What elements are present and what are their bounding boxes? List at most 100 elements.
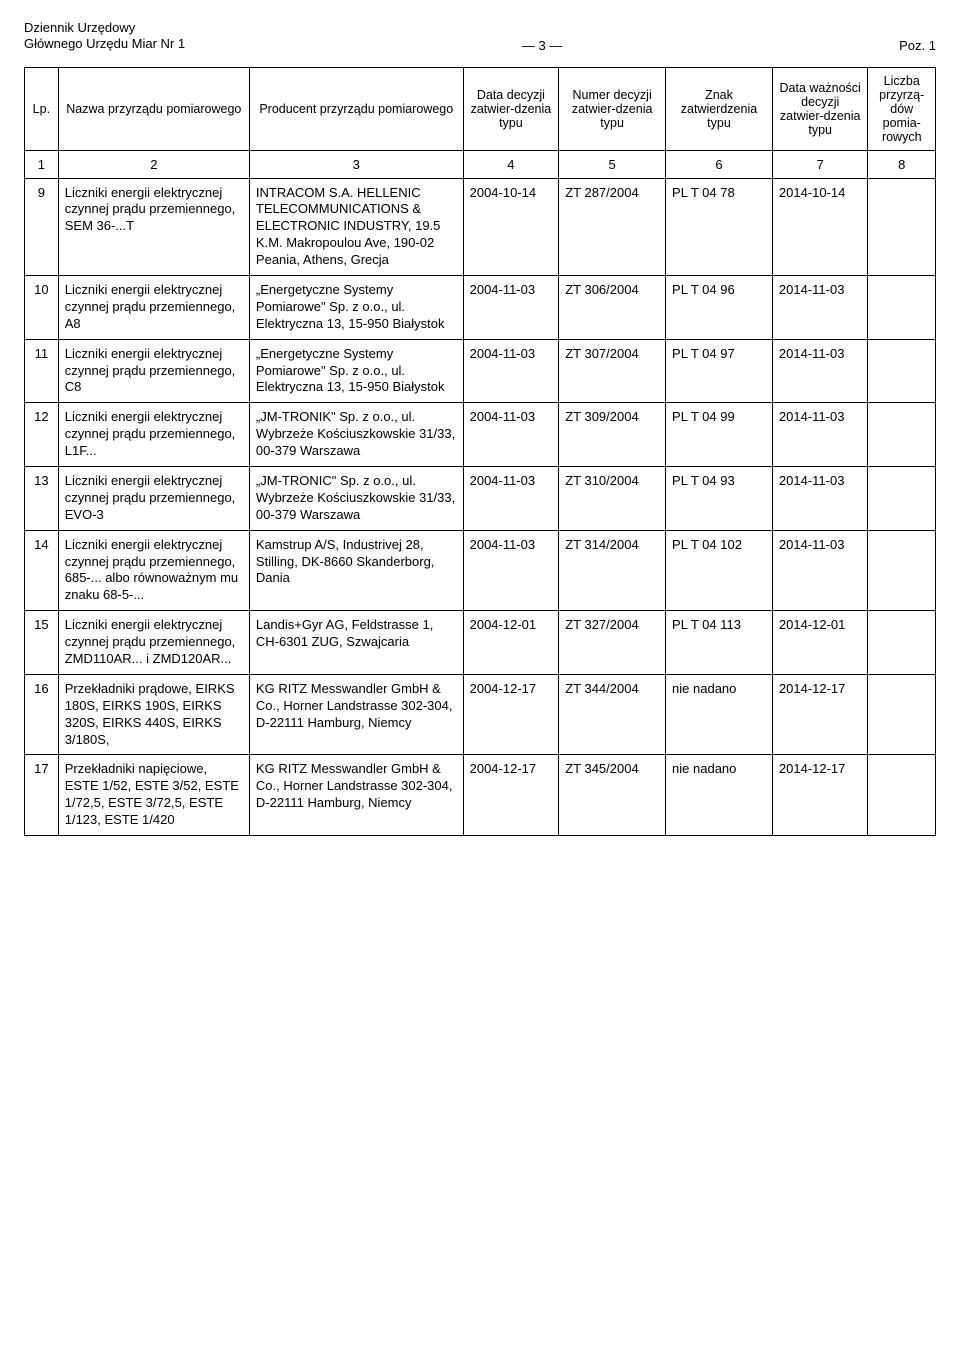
cell-producer: KG RITZ Messwandler GmbH & Co., Horner L… bbox=[249, 674, 463, 755]
table-row: 9Liczniki energii elektrycznej czynnej p… bbox=[25, 178, 936, 275]
numrow-1: 1 bbox=[25, 150, 59, 178]
page-header: Dziennik Urzędowy Głównego Urzędu Miar N… bbox=[24, 20, 936, 53]
cell-dec-date: 2004-11-03 bbox=[463, 339, 559, 403]
cell-producer: Landis+Gyr AG, Feldstrasse 1, CH-6301 ZU… bbox=[249, 611, 463, 675]
cell-valid: 2014-11-03 bbox=[772, 466, 868, 530]
header-right: Poz. 1 bbox=[899, 38, 936, 53]
table-row: 12Liczniki energii elektrycznej czynnej … bbox=[25, 403, 936, 467]
cell-count bbox=[868, 403, 936, 467]
cell-dec-num: ZT 306/2004 bbox=[559, 275, 666, 339]
cell-count bbox=[868, 466, 936, 530]
cell-name: Liczniki energii elektrycznej czynnej pr… bbox=[58, 275, 249, 339]
header-left: Dziennik Urzędowy Głównego Urzędu Miar N… bbox=[24, 20, 185, 53]
table-row: 13Liczniki energii elektrycznej czynnej … bbox=[25, 466, 936, 530]
table-row: 17Przekładniki napięciowe, ESTE 1/52, ES… bbox=[25, 755, 936, 836]
cell-name: Liczniki energii elektrycznej czynnej pr… bbox=[58, 530, 249, 611]
table-numrow: 1 2 3 4 5 6 7 8 bbox=[25, 150, 936, 178]
numrow-8: 8 bbox=[868, 150, 936, 178]
cell-dec-num: ZT 345/2004 bbox=[559, 755, 666, 836]
header-left-line1: Dziennik Urzędowy bbox=[24, 20, 185, 36]
col-valid: Data ważności decyzji zatwier-dzenia typ… bbox=[772, 67, 868, 150]
col-name: Nazwa przyrządu pomiarowego bbox=[58, 67, 249, 150]
cell-name: Liczniki energii elektrycznej czynnej pr… bbox=[58, 466, 249, 530]
table-row: 11Liczniki energii elektrycznej czynnej … bbox=[25, 339, 936, 403]
cell-valid: 2014-12-01 bbox=[772, 611, 868, 675]
cell-lp: 17 bbox=[25, 755, 59, 836]
cell-dec-date: 2004-11-03 bbox=[463, 275, 559, 339]
cell-dec-num: ZT 309/2004 bbox=[559, 403, 666, 467]
cell-lp: 9 bbox=[25, 178, 59, 275]
cell-producer: KG RITZ Messwandler GmbH & Co., Horner L… bbox=[249, 755, 463, 836]
cell-lp: 13 bbox=[25, 466, 59, 530]
cell-lp: 14 bbox=[25, 530, 59, 611]
col-producer: Producent przyrządu pomiarowego bbox=[249, 67, 463, 150]
col-dec-num: Numer decyzji zatwier-dzenia typu bbox=[559, 67, 666, 150]
cell-count bbox=[868, 178, 936, 275]
cell-znak: nie nadano bbox=[666, 674, 773, 755]
cell-count bbox=[868, 674, 936, 755]
cell-producer: „Energetyczne Systemy Pomiarowe" Sp. z o… bbox=[249, 339, 463, 403]
cell-znak: PL T 04 99 bbox=[666, 403, 773, 467]
numrow-2: 2 bbox=[58, 150, 249, 178]
cell-dec-num: ZT 310/2004 bbox=[559, 466, 666, 530]
cell-znak: PL T 04 96 bbox=[666, 275, 773, 339]
header-left-line2: Głównego Urzędu Miar Nr 1 bbox=[24, 36, 185, 52]
cell-dec-date: 2004-12-17 bbox=[463, 755, 559, 836]
cell-dec-date: 2004-12-17 bbox=[463, 674, 559, 755]
table-body: 9Liczniki energii elektrycznej czynnej p… bbox=[25, 178, 936, 836]
cell-producer: INTRACOM S.A. HELLENIC TELECOMMUNICATION… bbox=[249, 178, 463, 275]
cell-count bbox=[868, 611, 936, 675]
cell-producer: „Energetyczne Systemy Pomiarowe" Sp. z o… bbox=[249, 275, 463, 339]
cell-dec-num: ZT 344/2004 bbox=[559, 674, 666, 755]
cell-znak: PL T 04 113 bbox=[666, 611, 773, 675]
col-znak: Znak zatwierdzenia typu bbox=[666, 67, 773, 150]
cell-valid: 2014-11-03 bbox=[772, 339, 868, 403]
cell-valid: 2014-11-03 bbox=[772, 275, 868, 339]
cell-producer: „JM-TRONIC" Sp. z o.o., ul. Wybrzeże Koś… bbox=[249, 466, 463, 530]
cell-name: Liczniki energii elektrycznej czynnej pr… bbox=[58, 339, 249, 403]
cell-valid: 2014-12-17 bbox=[772, 674, 868, 755]
cell-dec-date: 2004-11-03 bbox=[463, 403, 559, 467]
cell-producer: Kamstrup A/S, Industrivej 28, Stilling, … bbox=[249, 530, 463, 611]
cell-valid: 2014-12-17 bbox=[772, 755, 868, 836]
cell-count bbox=[868, 530, 936, 611]
cell-valid: 2014-10-14 bbox=[772, 178, 868, 275]
cell-name: Przekładniki napięciowe, ESTE 1/52, ESTE… bbox=[58, 755, 249, 836]
table-row: 15Liczniki energii elektrycznej czynnej … bbox=[25, 611, 936, 675]
cell-znak: nie nadano bbox=[666, 755, 773, 836]
cell-count bbox=[868, 755, 936, 836]
cell-name: Liczniki energii elektrycznej czynnej pr… bbox=[58, 178, 249, 275]
cell-znak: PL T 04 97 bbox=[666, 339, 773, 403]
data-table: Lp. Nazwa przyrządu pomiarowego Producen… bbox=[24, 67, 936, 837]
col-count: Liczba przyrzą-dów pomia-rowych bbox=[868, 67, 936, 150]
cell-name: Przekładniki prądowe, EIRKS 180S, EIRKS … bbox=[58, 674, 249, 755]
cell-producer: „JM-TRONIK" Sp. z o.o., ul. Wybrzeże Koś… bbox=[249, 403, 463, 467]
cell-znak: PL T 04 93 bbox=[666, 466, 773, 530]
cell-count bbox=[868, 339, 936, 403]
cell-dec-num: ZT 314/2004 bbox=[559, 530, 666, 611]
numrow-6: 6 bbox=[666, 150, 773, 178]
col-lp: Lp. bbox=[25, 67, 59, 150]
table-header-row: Lp. Nazwa przyrządu pomiarowego Producen… bbox=[25, 67, 936, 150]
cell-lp: 15 bbox=[25, 611, 59, 675]
cell-dec-date: 2004-12-01 bbox=[463, 611, 559, 675]
numrow-5: 5 bbox=[559, 150, 666, 178]
table-row: 16Przekładniki prądowe, EIRKS 180S, EIRK… bbox=[25, 674, 936, 755]
cell-lp: 12 bbox=[25, 403, 59, 467]
cell-name: Liczniki energii elektrycznej czynnej pr… bbox=[58, 611, 249, 675]
cell-dec-num: ZT 307/2004 bbox=[559, 339, 666, 403]
cell-znak: PL T 04 102 bbox=[666, 530, 773, 611]
cell-dec-date: 2004-11-03 bbox=[463, 466, 559, 530]
cell-valid: 2014-11-03 bbox=[772, 530, 868, 611]
cell-dec-num: ZT 327/2004 bbox=[559, 611, 666, 675]
table-row: 10Liczniki energii elektrycznej czynnej … bbox=[25, 275, 936, 339]
cell-znak: PL T 04 78 bbox=[666, 178, 773, 275]
col-dec-date: Data decyzji zatwier-dzenia typu bbox=[463, 67, 559, 150]
cell-valid: 2014-11-03 bbox=[772, 403, 868, 467]
header-page-number: — 3 — bbox=[185, 38, 899, 53]
cell-lp: 16 bbox=[25, 674, 59, 755]
cell-lp: 10 bbox=[25, 275, 59, 339]
numrow-7: 7 bbox=[772, 150, 868, 178]
cell-dec-date: 2004-11-03 bbox=[463, 530, 559, 611]
cell-dec-date: 2004-10-14 bbox=[463, 178, 559, 275]
